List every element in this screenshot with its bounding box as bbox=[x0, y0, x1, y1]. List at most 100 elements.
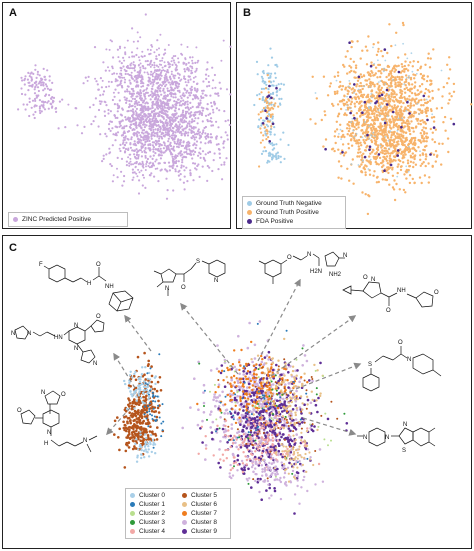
arrow-to-mol-2 bbox=[180, 302, 239, 375]
panel-b: B Ground Truth Negative Ground Truth Pos… bbox=[236, 2, 473, 229]
legend-marker bbox=[130, 520, 135, 525]
legend-label: Cluster 7 bbox=[191, 510, 218, 517]
legend-entry-cluster-8: Cluster 8 bbox=[182, 518, 226, 527]
atom-label: N bbox=[11, 331, 15, 337]
atom-label: NH bbox=[105, 284, 114, 290]
atom-label: N bbox=[214, 278, 218, 284]
atom-label: N bbox=[371, 277, 375, 283]
panel-c: C F H O bbox=[2, 235, 472, 549]
atom-label: N bbox=[47, 430, 51, 436]
atom-label: H bbox=[87, 281, 91, 287]
atom-label: N bbox=[83, 438, 87, 444]
atom-label: HN bbox=[54, 335, 63, 341]
atom-label: N bbox=[407, 357, 411, 363]
legend-label: Cluster 6 bbox=[191, 501, 218, 508]
arrow-to-mol-4 bbox=[270, 315, 357, 377]
atom-label: O bbox=[287, 255, 292, 261]
scatter-cloud bbox=[203, 322, 309, 463]
atom-label: O bbox=[386, 308, 391, 314]
arrow-to-mol-6 bbox=[302, 417, 357, 436]
atom-label: S bbox=[368, 362, 372, 368]
atom-label: N bbox=[343, 253, 347, 259]
legend-marker bbox=[182, 502, 187, 507]
scatter-cloud bbox=[314, 42, 443, 178]
legend-entry-cluster-7: Cluster 7 bbox=[182, 509, 226, 518]
atom-label: S bbox=[196, 259, 200, 265]
atom-label: H2N bbox=[310, 269, 322, 275]
scatter-cloud bbox=[20, 64, 54, 95]
legend-label: Cluster 8 bbox=[191, 519, 218, 526]
legend-label: FDA Positive bbox=[256, 218, 294, 225]
legend-marker bbox=[182, 520, 187, 525]
legend-label: Cluster 9 bbox=[191, 528, 218, 535]
scatter-cloud bbox=[257, 74, 280, 168]
atom-label: N bbox=[403, 422, 407, 428]
atom-label: N bbox=[307, 252, 311, 258]
scatter-cloud bbox=[351, 91, 450, 194]
scatter-cloud bbox=[196, 340, 309, 426]
legend-marker bbox=[247, 201, 252, 206]
panel-b-scatter bbox=[253, 21, 473, 216]
atom-label: N bbox=[165, 286, 169, 292]
scatter-cloud bbox=[197, 414, 321, 474]
atom-label: O bbox=[96, 314, 101, 320]
scatter-cloud bbox=[103, 98, 229, 192]
legend-entry-ground-truth-negative: Ground Truth Negative bbox=[247, 199, 341, 208]
scatter-cloud bbox=[260, 128, 290, 164]
panel-c-scatter bbox=[113, 320, 349, 515]
legend-entry-cluster-9: Cluster 9 bbox=[182, 527, 226, 536]
legend-entry-cluster-1: Cluster 1 bbox=[130, 500, 174, 509]
panel-c-legend: Cluster 0 Cluster 5 Cluster 1 Cluster 6 Clus… bbox=[125, 488, 231, 539]
scatter-cloud bbox=[17, 92, 64, 120]
legend-marker bbox=[182, 493, 187, 498]
legend-entry-cluster-0: Cluster 0 bbox=[130, 491, 174, 500]
atom-label: N bbox=[93, 361, 97, 367]
scatter-cloud bbox=[113, 403, 159, 469]
legend-marker bbox=[182, 529, 187, 534]
panel-c-annotations: F H O NH N O bbox=[11, 251, 442, 454]
molecule-structure-4: N O O NH O bbox=[342, 275, 439, 314]
atom-label: F bbox=[39, 262, 43, 268]
panel-b-legend: Ground Truth Negative Ground Truth Posit… bbox=[242, 196, 346, 229]
legend-entry-cluster-6: Cluster 6 bbox=[182, 500, 226, 509]
panel-c-letter: C bbox=[9, 242, 17, 254]
atom-label: O bbox=[61, 392, 66, 398]
arrow-to-mol-1 bbox=[124, 314, 152, 352]
legend-label: ZINC Predicted Positive bbox=[22, 216, 91, 223]
scatter-cloud bbox=[314, 48, 473, 216]
scatter-cloud bbox=[143, 353, 165, 449]
legend-entry-cluster-5: Cluster 5 bbox=[182, 491, 226, 500]
atom-label: O bbox=[17, 408, 22, 414]
atom-label: O bbox=[398, 340, 403, 346]
legend-entry-zinc-predicted-positive: ZINC Predicted Positive bbox=[13, 215, 123, 224]
cluster-legend-grid: Cluster 0 Cluster 5 Cluster 1 Cluster 6 Clus… bbox=[130, 491, 226, 536]
scatter-cloud bbox=[324, 41, 456, 172]
atom-label: S bbox=[402, 448, 406, 454]
legend-entry-fda-positive: FDA Positive bbox=[247, 217, 341, 226]
scatter-cloud bbox=[261, 84, 278, 143]
atom-label: O bbox=[181, 285, 186, 291]
atom-label: O bbox=[363, 275, 368, 281]
molecule-structure-5: S O N bbox=[362, 340, 442, 392]
legend-label: Ground Truth Negative bbox=[256, 200, 322, 207]
legend-label: Ground Truth Positive bbox=[256, 209, 319, 216]
atom-label: N bbox=[74, 323, 78, 329]
legend-label: Cluster 0 bbox=[139, 492, 166, 499]
legend-marker bbox=[13, 217, 18, 222]
legend-label: Cluster 2 bbox=[139, 510, 166, 517]
legend-marker bbox=[182, 511, 187, 516]
atom-label: O bbox=[434, 290, 439, 296]
atom-label: N bbox=[385, 435, 389, 441]
scatter-cloud bbox=[261, 431, 315, 483]
atom-label: N bbox=[41, 390, 45, 396]
atom-label: N bbox=[363, 435, 367, 441]
legend-marker bbox=[130, 502, 135, 507]
atom-label: O bbox=[96, 262, 101, 268]
legend-entry-cluster-3: Cluster 3 bbox=[130, 518, 174, 527]
atom-label: N bbox=[27, 331, 31, 337]
arrow-to-mol-3 bbox=[257, 278, 301, 362]
panel-b-letter: B bbox=[243, 7, 251, 19]
scatter-cloud bbox=[123, 366, 160, 411]
molecule-structure-3: O N H2N N NH2 bbox=[258, 251, 347, 284]
legend-entry-cluster-4: Cluster 4 bbox=[130, 527, 174, 536]
